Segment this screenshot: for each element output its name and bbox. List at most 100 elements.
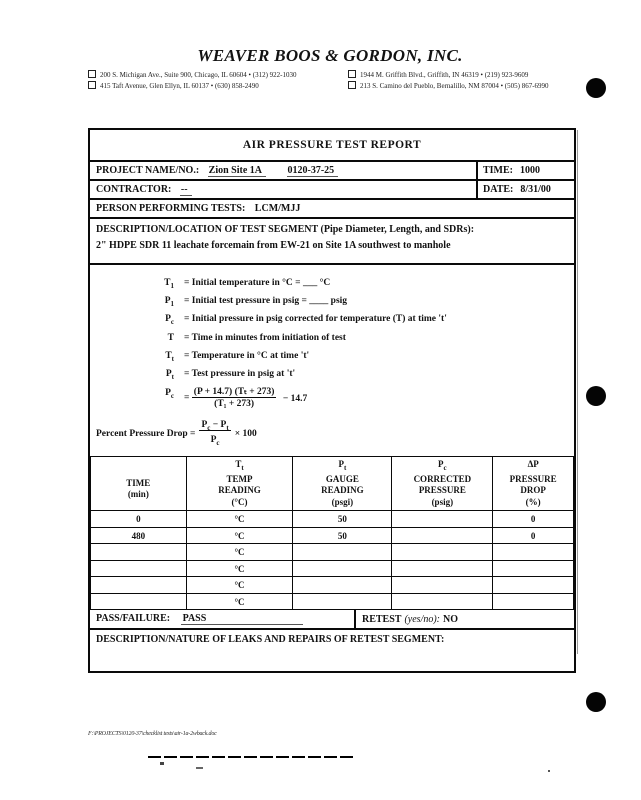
scan-artifact-speck (196, 767, 203, 769)
cell-gauge (292, 559, 393, 578)
contractor-cell: CONTRACTOR: -- (90, 181, 476, 198)
contractor-value: -- (179, 184, 192, 196)
person-row: PERSON PERFORMING TESTS: LCM/MJJ (90, 200, 574, 219)
office-address-text: 415 Taft Avenue, Glen Ellyn, IL 60137 • … (100, 82, 259, 90)
segment-label: DESCRIPTION/LOCATION OF TEST SEGMENT (Pi… (96, 224, 475, 235)
definition-line: Pt = Test pressure in psig at 't' (94, 367, 570, 384)
col-symbol: Pc (438, 458, 447, 472)
person-label: PERSON PERFORMING TESTS: (96, 203, 246, 214)
office-address-list: 200 S. Michigan Ave., Suite 900, Chicago… (88, 70, 588, 92)
office-address: 415 Taft Avenue, Glen Ellyn, IL 60137 • … (88, 81, 344, 92)
cell-time: 0 (90, 510, 187, 528)
table-row: 0 °C 50 0 (90, 510, 574, 528)
footer-file-path: F:\PROJECTS\0120-37\checklist tests\air-… (88, 731, 217, 737)
formula-body: = (P + 14.7) (Tₜ + 273) (T₁ + 273) − 14.… (184, 386, 308, 410)
checkbox-icon (348, 70, 356, 78)
variable-definitions: T1 = Initial temperature in °C = ___ °C … (90, 265, 574, 456)
definition-text: = Initial test pressure in psig = ____ p… (184, 295, 348, 306)
formula-numerator: (P + 14.7) (Tₜ + 273) (191, 387, 277, 399)
definition-symbol: Pt (165, 369, 174, 382)
cell-temp: °C (185, 559, 294, 578)
formula-denominator: (T₁ + 273) (214, 399, 255, 410)
table-header-row: TIME (min) Tt TEMP READING (°C) Pt GAUGE… (90, 455, 574, 512)
definition-text: = Initial pressure in psig corrected for… (184, 314, 447, 325)
form-title: AIR PRESSURE TEST REPORT (90, 130, 574, 162)
retest-yes-no: (yes/no): (404, 613, 441, 625)
leaks-label: DESCRIPTION/NATURE OF LEAKS AND REPAIRS … (96, 634, 445, 646)
checkbox-icon (88, 70, 96, 78)
scan-edge-line (577, 130, 578, 654)
pct-times: × 100 (234, 428, 257, 439)
cell-corrected (391, 526, 494, 545)
cell-corrected (391, 576, 494, 594)
definition-symbol: Tt (165, 351, 174, 363)
cell-time (90, 592, 187, 611)
time-value: 1000 (520, 165, 540, 176)
person-value: LCM/MJJ (254, 203, 301, 214)
office-address-text: 200 S. Michigan Ave., Suite 900, Chicago… (100, 71, 297, 79)
cell-time (90, 576, 187, 594)
definition-symbol: Pc (165, 314, 174, 327)
col-header-gauge-reading: Pt GAUGE READING (psgi) (292, 455, 393, 512)
segment-row: DESCRIPTION/LOCATION OF TEST SEGMENT (Pi… (90, 219, 574, 265)
air-pressure-test-form: AIR PRESSURE TEST REPORT PROJECT NAME/NO… (88, 128, 576, 674)
date-cell: DATE: 8/31/00 (476, 181, 574, 198)
project-name-value: Zion Site 1A (207, 165, 266, 177)
checkbox-icon (88, 81, 96, 89)
contractor-row: CONTRACTOR: -- DATE: 8/31/00 (90, 181, 574, 200)
cell-temp: °C (185, 576, 294, 594)
project-number-value: 0120-37-25 (286, 165, 339, 177)
date-value: 8/31/00 (520, 184, 551, 195)
formula-fraction: (P + 14.7) (Tₜ + 273) (T₁ + 273) (191, 386, 277, 410)
contractor-label: CONTRACTOR: (96, 184, 172, 195)
project-cell: PROJECT NAME/NO.: Zion Site 1A 0120-37-2… (90, 162, 476, 179)
definition-symbol: T (167, 332, 174, 343)
retest-value: NO (443, 613, 459, 625)
scan-artifact-speck (548, 770, 550, 772)
segment-value: 2" HDPE SDR 11 leachate forcemain from E… (96, 240, 451, 251)
cell-corrected (391, 559, 494, 578)
retest-label: RETEST (362, 613, 402, 625)
pass-failure-cell: PASS/FAILURE: PASS (90, 610, 354, 628)
cell-temp: °C (185, 592, 294, 611)
office-address-text: 213 S. Camino del Pueblo, Bernalillo, NM… (360, 82, 549, 90)
date-label: DATE: (483, 184, 514, 195)
table-row: °C (90, 576, 574, 594)
cell-gauge (292, 592, 393, 611)
pct-denominator: Pc (210, 434, 220, 447)
cell-corrected (391, 543, 494, 561)
scan-artifact-line (148, 756, 354, 758)
col-symbol: Pt (338, 458, 347, 472)
col-symbol (92, 467, 185, 478)
cell-corrected (391, 592, 494, 611)
cell-drop (492, 543, 574, 561)
definition-line: P1 = Initial test pressure in psig = ___… (94, 294, 570, 311)
percent-pressure-drop-formula: Percent Pressure Drop = Pc − Pt Pc × 100 (94, 412, 570, 452)
pct-numerator: Pc − Pt (199, 419, 231, 432)
project-row: PROJECT NAME/NO.: Zion Site 1A 0120-37-2… (90, 162, 574, 181)
col-header-temp-reading: Tt TEMP READING (°C) (185, 455, 294, 512)
cell-temp: °C (185, 543, 294, 561)
cell-temp: °C (185, 526, 294, 545)
retest-cell: RETEST (yes/no): NO (354, 610, 574, 629)
pressure-readings-table: TIME (min) Tt TEMP READING (°C) Pt GAUGE… (90, 455, 574, 611)
cell-time (90, 559, 187, 578)
definition-text: = Temperature in °C at time 't' (184, 351, 310, 362)
hole-punch-dot (586, 386, 606, 406)
corrected-pressure-formula: Pc = (P + 14.7) (Tₜ + 273) (T₁ + 273) − … (94, 386, 570, 410)
formula-tail: − 14.7 (282, 393, 308, 404)
formula-symbol: Pc (165, 388, 174, 401)
table-row: °C (90, 559, 574, 578)
time-cell: TIME: 1000 (476, 162, 574, 179)
definition-line: Pc = Initial pressure in psig corrected … (94, 312, 570, 329)
cell-time (90, 543, 187, 561)
cell-time: 480 (90, 526, 187, 545)
cell-drop (492, 576, 574, 594)
pct-fraction: Pc − Pt Pc (199, 419, 231, 449)
definition-text: = Test pressure in psig at 't' (184, 369, 296, 380)
project-label: PROJECT NAME/NO.: (96, 165, 200, 176)
cell-drop: 0 (492, 510, 574, 528)
col-symbol: ΔP (527, 458, 539, 469)
col-header-pressure-drop: ΔP PRESSURE DROP (%) (492, 455, 574, 512)
